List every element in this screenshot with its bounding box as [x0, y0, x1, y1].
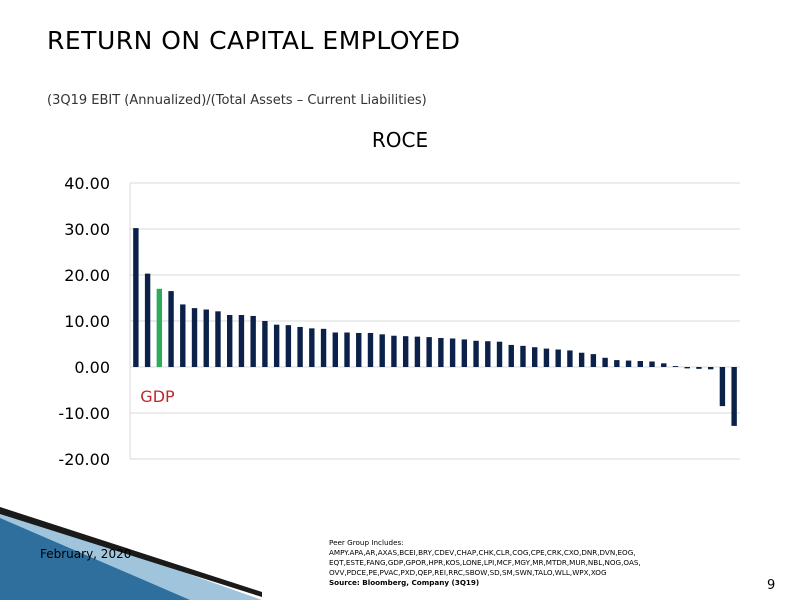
bar	[661, 363, 667, 367]
bar	[215, 311, 221, 367]
bar	[555, 349, 561, 367]
page-number: 9	[767, 578, 776, 593]
bar	[426, 337, 432, 367]
y-tick-label: 30.00	[64, 220, 110, 239]
bar	[285, 325, 292, 367]
bar	[672, 366, 679, 367]
bar	[180, 304, 186, 367]
decorative-stripe	[0, 507, 262, 597]
bar	[438, 338, 444, 367]
bar	[485, 341, 491, 367]
bar	[520, 345, 526, 367]
bars	[133, 228, 737, 426]
chart-title: ROCE	[372, 128, 428, 152]
bar	[684, 367, 690, 369]
bar	[532, 347, 538, 367]
bar	[133, 228, 139, 367]
bar-gdp	[156, 288, 163, 367]
y-tick-label: 20.00	[64, 266, 110, 285]
bar	[567, 350, 573, 367]
peer-group-note: Peer Group Includes: AMPY.APA,AR,AXAS,BC…	[329, 538, 729, 588]
bar	[379, 334, 385, 367]
bar	[168, 291, 174, 367]
bar	[449, 338, 456, 367]
bar	[625, 360, 632, 367]
bar	[508, 344, 514, 367]
gridlines	[130, 182, 740, 460]
bar	[590, 354, 597, 367]
bar	[367, 332, 374, 367]
bar	[602, 357, 608, 367]
y-tick-label: 0.00	[74, 358, 110, 377]
bar	[191, 308, 198, 367]
bar	[578, 352, 585, 367]
y-tick-label: -20.00	[58, 450, 110, 469]
bar	[144, 273, 151, 367]
decorative-wave-dark	[0, 518, 190, 600]
bar	[496, 341, 503, 367]
bar	[719, 367, 726, 407]
bar	[414, 336, 421, 367]
bar	[262, 321, 268, 367]
bar	[473, 340, 479, 367]
bar	[707, 367, 714, 370]
bar	[696, 367, 702, 369]
bar	[543, 348, 550, 367]
bar	[320, 328, 327, 367]
source-note: Source: Bloomberg, Company (3Q19)	[329, 578, 480, 587]
peer-group-list: AMPY.APA,AR,AXAS,BCEI,BRY,CDEV,CHAP,CHK,…	[329, 548, 641, 577]
highlight-label-gdp: GDP	[140, 387, 175, 406]
peer-group-heading: Peer Group Includes:	[329, 538, 404, 547]
bar	[273, 324, 280, 367]
slide-subtitle: (3Q19 EBIT (Annualized)/(Total Assets – …	[47, 93, 427, 108]
bar	[614, 360, 620, 367]
bar	[227, 315, 233, 367]
bar	[238, 315, 245, 367]
y-tick-label: 10.00	[64, 312, 110, 331]
bar	[297, 326, 303, 367]
footer-date: February, 2020	[40, 547, 132, 561]
bar	[391, 335, 397, 367]
bar	[250, 315, 256, 367]
bar	[344, 332, 350, 367]
slide-title: RETURN ON CAPITAL EMPLOYED	[47, 26, 461, 55]
bar	[332, 332, 338, 367]
bar	[649, 361, 655, 367]
y-axis: 40.00 30.00 20.00 10.00 0.00 -10.00 -20.00	[58, 174, 131, 469]
bar	[309, 328, 315, 367]
bar	[356, 332, 362, 367]
bar	[637, 361, 643, 367]
y-tick-label: 40.00	[64, 174, 110, 193]
bar	[731, 367, 737, 426]
y-tick-label: -10.00	[58, 404, 110, 423]
bar	[402, 336, 409, 367]
bar	[203, 309, 209, 367]
bar	[461, 339, 468, 367]
